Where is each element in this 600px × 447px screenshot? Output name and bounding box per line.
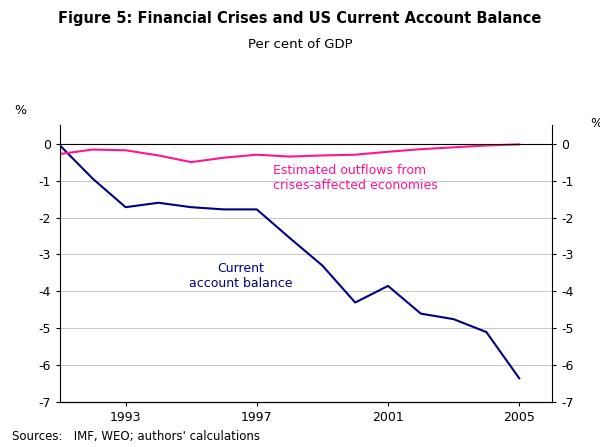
Y-axis label: %: % xyxy=(14,104,26,117)
Y-axis label: %: % xyxy=(590,117,600,130)
Text: Figure 5: Financial Crises and US Current Account Balance: Figure 5: Financial Crises and US Curren… xyxy=(58,11,542,26)
Text: Per cent of GDP: Per cent of GDP xyxy=(248,38,352,51)
Text: Sources:   IMF, WEO; authors' calculations: Sources: IMF, WEO; authors' calculations xyxy=(12,430,260,443)
Text: Estimated outflows from
crises-affected economies: Estimated outflows from crises-affected … xyxy=(273,164,438,192)
Text: Current
account balance: Current account balance xyxy=(188,262,292,290)
